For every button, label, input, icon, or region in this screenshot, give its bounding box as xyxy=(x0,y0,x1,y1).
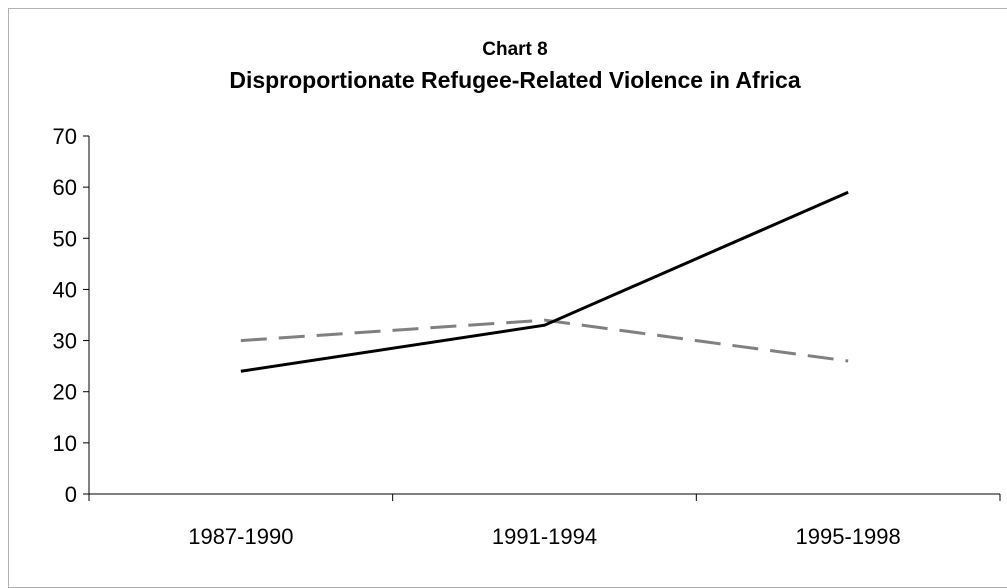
y-tick-labels: 0 10 20 30 40 50 60 70 xyxy=(53,124,77,507)
series-lines xyxy=(240,190,849,373)
y-tick-label: 60 xyxy=(53,175,77,200)
chart-frame xyxy=(8,8,1007,588)
series-line-solid xyxy=(240,190,849,373)
x-tick-label: 1995-1998 xyxy=(796,524,901,549)
y-tick-label: 30 xyxy=(53,329,77,354)
axes xyxy=(83,135,1001,501)
series-line-dashed xyxy=(240,318,849,363)
y-tick-label: 70 xyxy=(53,124,77,149)
x-tick-label: 1991-1994 xyxy=(492,524,597,549)
x-tick-label: 1987-1990 xyxy=(188,524,293,549)
y-tick-label: 10 xyxy=(53,431,77,456)
y-tick-label: 40 xyxy=(53,277,77,302)
x-tick-labels: 1987-1990 1991-1994 1995-1998 xyxy=(188,524,901,549)
chart-subtitle: Disproportionate Refugee-Related Violenc… xyxy=(229,67,801,93)
y-tick-label: 50 xyxy=(53,226,77,251)
y-tick-label: 20 xyxy=(53,380,77,405)
chart-title: Chart 8 xyxy=(482,39,548,60)
y-tick-label: 0 xyxy=(65,482,77,507)
chart-titles: Chart 8 Disproportionate Refugee-Related… xyxy=(0,38,1007,96)
